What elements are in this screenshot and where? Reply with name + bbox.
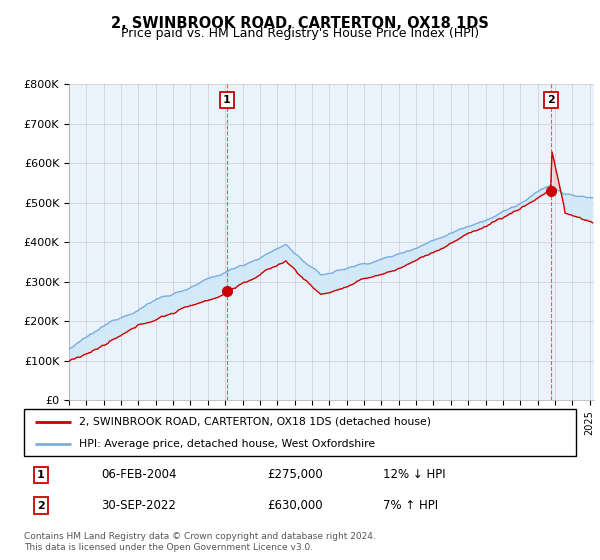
Text: Contains HM Land Registry data © Crown copyright and database right 2024.
This d: Contains HM Land Registry data © Crown c… [24, 532, 376, 552]
Text: 06-FEB-2004: 06-FEB-2004 [101, 468, 177, 481]
Text: £630,000: £630,000 [267, 499, 323, 512]
Text: HPI: Average price, detached house, West Oxfordshire: HPI: Average price, detached house, West… [79, 438, 376, 449]
Text: 2: 2 [37, 501, 44, 511]
Text: 1: 1 [37, 470, 44, 480]
Text: 30-SEP-2022: 30-SEP-2022 [101, 499, 176, 512]
Text: 2, SWINBROOK ROAD, CARTERTON, OX18 1DS: 2, SWINBROOK ROAD, CARTERTON, OX18 1DS [111, 16, 489, 31]
Text: 12% ↓ HPI: 12% ↓ HPI [383, 468, 445, 481]
Text: 1: 1 [223, 95, 230, 105]
Text: 7% ↑ HPI: 7% ↑ HPI [383, 499, 438, 512]
Text: 2, SWINBROOK ROAD, CARTERTON, OX18 1DS (detached house): 2, SWINBROOK ROAD, CARTERTON, OX18 1DS (… [79, 417, 431, 427]
Text: Price paid vs. HM Land Registry's House Price Index (HPI): Price paid vs. HM Land Registry's House … [121, 27, 479, 40]
Text: £275,000: £275,000 [267, 468, 323, 481]
Text: 2: 2 [547, 95, 554, 105]
